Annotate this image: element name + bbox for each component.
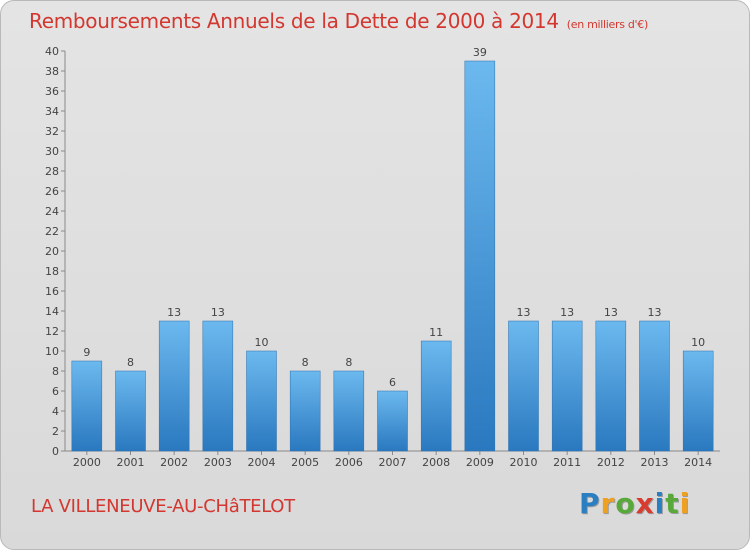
data-label: 13 xyxy=(211,306,225,319)
data-label: 6 xyxy=(389,376,396,389)
y-tick-label: 22 xyxy=(45,225,59,238)
y-tick-label: 38 xyxy=(45,65,59,78)
x-tick-label: 2004 xyxy=(248,456,276,469)
data-label: 39 xyxy=(473,46,487,59)
bar xyxy=(595,320,627,452)
bar xyxy=(551,320,583,452)
bar xyxy=(682,350,714,452)
x-tick-label: 2014 xyxy=(684,456,712,469)
logo-letter: i xyxy=(679,487,691,520)
x-tick-label: 2001 xyxy=(117,456,145,469)
chart-title: Remboursements Annuels de la Dette de 20… xyxy=(29,9,648,33)
y-tick-label: 30 xyxy=(45,145,59,158)
y-tick-label: 36 xyxy=(45,85,59,98)
y-tick-label: 12 xyxy=(45,325,59,338)
data-label: 13 xyxy=(167,306,181,319)
data-label: 9 xyxy=(83,346,90,359)
bar xyxy=(639,320,670,452)
x-tick-label: 2003 xyxy=(204,456,232,469)
logo-letter: P xyxy=(579,487,601,520)
y-tick-label: 18 xyxy=(45,265,59,278)
x-tick-label: 2010 xyxy=(510,456,538,469)
data-label: 8 xyxy=(345,356,352,369)
y-tick-label: 14 xyxy=(45,305,59,318)
x-tick-label: 2011 xyxy=(553,456,581,469)
y-tick-label: 24 xyxy=(45,205,59,218)
y-tick-label: 32 xyxy=(45,125,59,138)
data-label: 8 xyxy=(127,356,134,369)
data-label: 8 xyxy=(302,356,309,369)
y-tick-label: 40 xyxy=(45,45,59,58)
bar xyxy=(508,320,539,452)
y-tick-label: 16 xyxy=(45,285,59,298)
bar xyxy=(246,350,277,452)
y-tick-label: 10 xyxy=(45,345,59,358)
bar xyxy=(289,370,321,452)
data-label: 11 xyxy=(429,326,443,339)
bar xyxy=(333,370,365,452)
x-tick-label: 2009 xyxy=(466,456,494,469)
bar xyxy=(377,390,408,452)
y-tick-label: 28 xyxy=(45,165,59,178)
x-tick-label: 2007 xyxy=(379,456,407,469)
y-tick-label: 26 xyxy=(45,185,59,198)
chart-unit: (en milliers d'€) xyxy=(566,18,648,31)
bar xyxy=(464,60,496,452)
data-label: 13 xyxy=(560,306,574,319)
data-label: 13 xyxy=(604,306,618,319)
y-tick-label: 34 xyxy=(45,105,59,118)
chart-labels: 9 2000 8 2001 13 2002 13 2003 10 2004 8 2005 8 2006 6 2… xyxy=(73,46,712,469)
bar xyxy=(202,320,234,452)
y-tick-label: 0 xyxy=(52,445,59,458)
x-tick-label: 2005 xyxy=(291,456,319,469)
bar xyxy=(158,320,190,452)
data-label: 13 xyxy=(517,306,531,319)
bar xyxy=(71,360,103,452)
y-tick-label: 20 xyxy=(45,245,59,258)
town-name: LA VILLENEUVE-AU-CHâTELOT xyxy=(31,496,295,517)
x-tick-label: 2006 xyxy=(335,456,363,469)
chart-bars xyxy=(71,60,714,452)
y-tick-label: 8 xyxy=(52,365,59,378)
bar xyxy=(420,340,452,452)
y-tick-label: 4 xyxy=(52,405,59,418)
data-label: 13 xyxy=(648,306,662,319)
logo-letter: r xyxy=(600,487,616,520)
data-label: 10 xyxy=(691,336,705,349)
y-tick-label: 6 xyxy=(52,385,59,398)
chart-title-text: Remboursements Annuels de la Dette de 20… xyxy=(29,9,559,33)
data-label: 10 xyxy=(255,336,269,349)
x-tick-label: 2000 xyxy=(73,456,101,469)
proxiti-logo: Proxiti xyxy=(579,487,690,520)
x-tick-label: 2008 xyxy=(422,456,450,469)
bar xyxy=(115,370,146,452)
logo-letter: t xyxy=(665,487,680,520)
x-tick-label: 2002 xyxy=(160,456,188,469)
x-tick-label: 2013 xyxy=(641,456,669,469)
logo-letter: i xyxy=(654,487,666,520)
logo-letter: x xyxy=(635,487,655,520)
logo-letter: o xyxy=(615,487,636,520)
y-tick-label: 2 xyxy=(52,425,59,438)
x-tick-label: 2012 xyxy=(597,456,625,469)
